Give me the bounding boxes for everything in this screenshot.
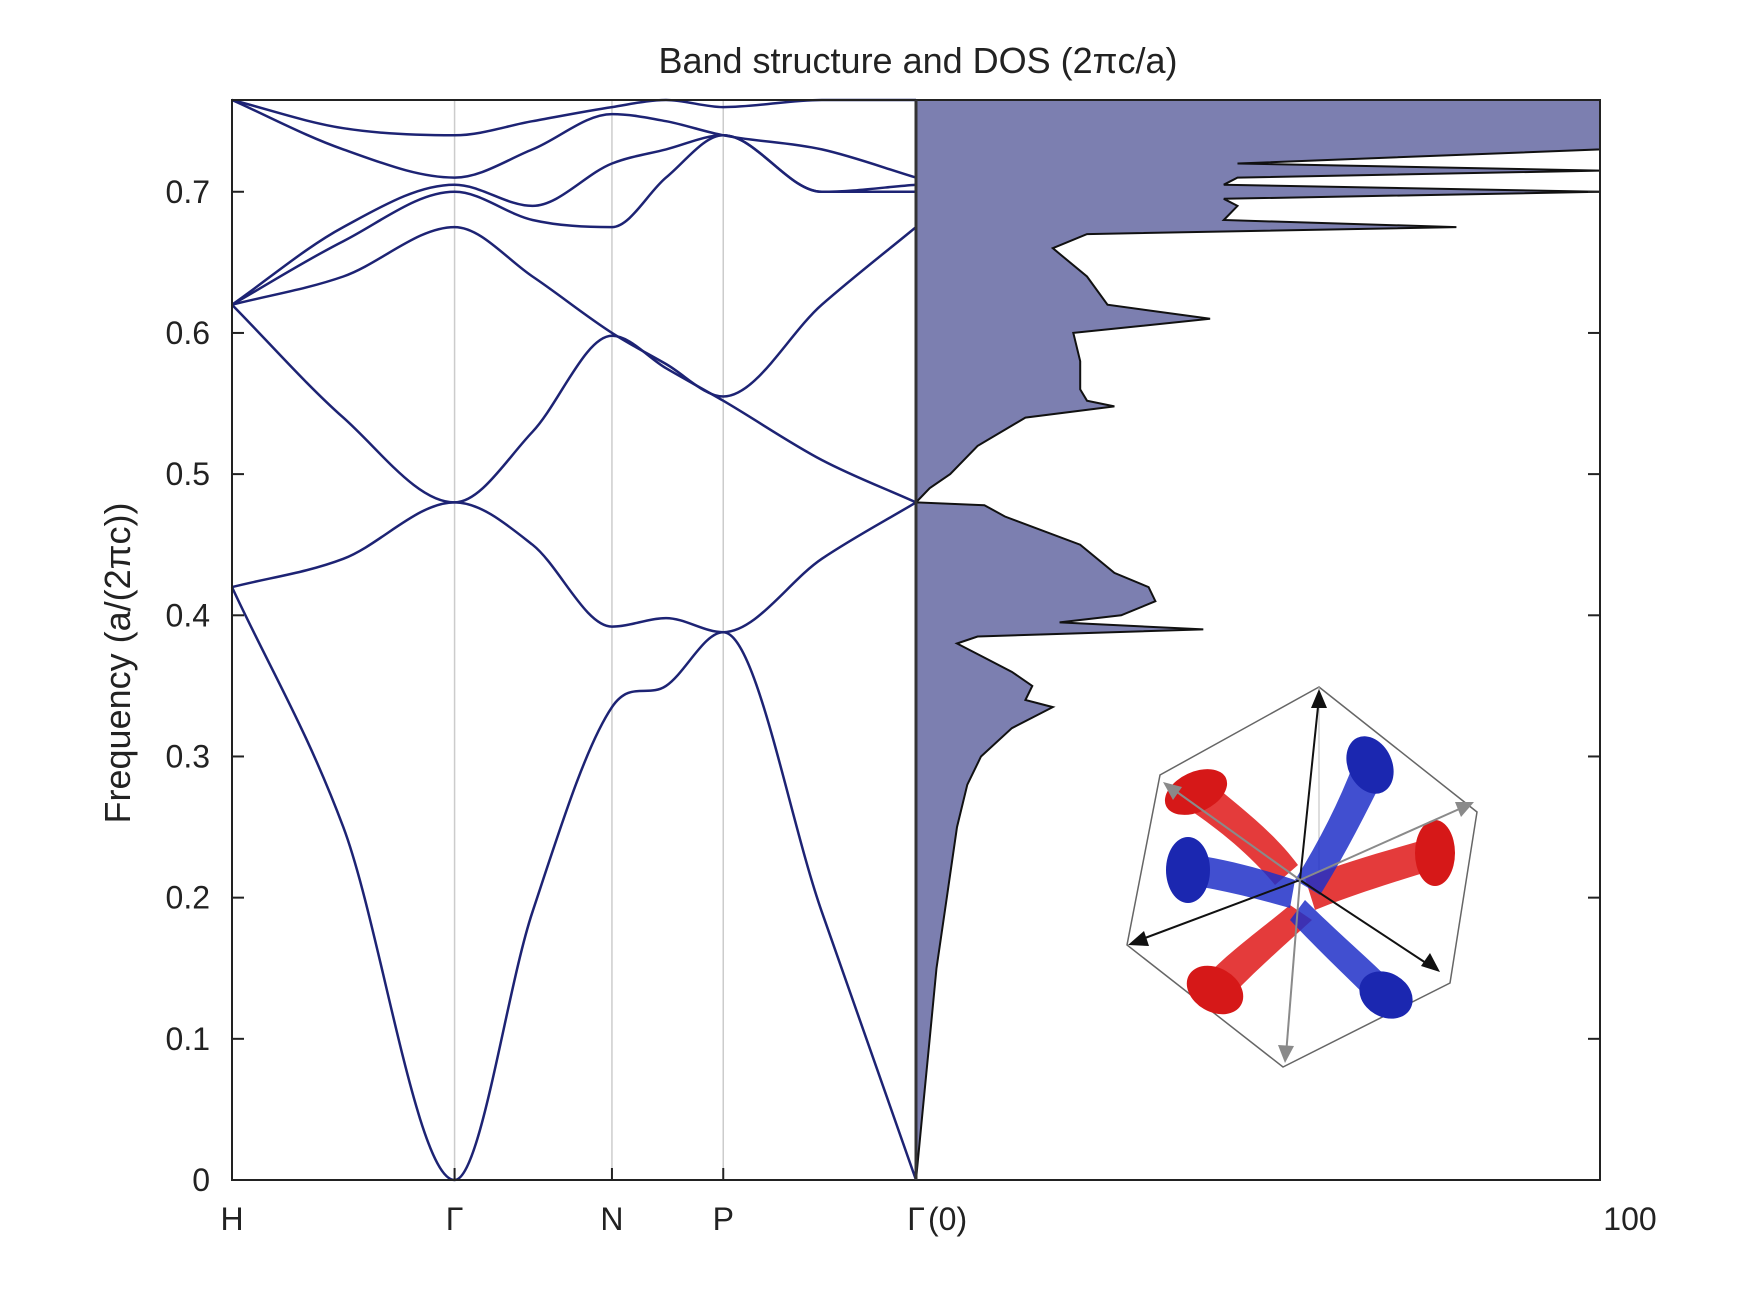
blue-tube-lower <box>1290 900 1413 1019</box>
band-4 <box>231 225 917 398</box>
y-tick-label: 0.1 <box>166 1021 210 1057</box>
y-tick-label: 0.7 <box>166 174 210 210</box>
x-tick-label: Γ <box>907 1201 925 1237</box>
y-tick-label: 0 <box>192 1162 210 1198</box>
basis-arrows <box>1128 689 1474 1063</box>
dos-tick-label: 100 <box>1603 1201 1656 1237</box>
band-7 <box>231 98 917 179</box>
y-tick-label: 0.4 <box>166 597 210 633</box>
band-curves <box>230 98 918 1182</box>
red-tube-right <box>1305 820 1455 910</box>
dos-panel <box>913 99 1601 1181</box>
band-6 <box>231 134 917 306</box>
symmetry-point-lines <box>453 100 724 1180</box>
chart-title: Band structure and DOS (2πc/a) <box>658 40 1177 81</box>
x-tick-label: Γ <box>446 1201 464 1237</box>
x-tick-label: P <box>713 1201 734 1237</box>
x-tick-label: N <box>600 1201 623 1237</box>
y-tick-label: 0.3 <box>166 738 210 774</box>
y-tick-label: 0.5 <box>166 456 210 492</box>
blue-tube-left <box>1166 837 1295 908</box>
red-tube-lower <box>1186 905 1312 1015</box>
y-axis-label: Frequency (a/(2πc)) <box>97 503 138 824</box>
band-2 <box>231 501 917 634</box>
band-8 <box>231 98 916 137</box>
band-1 <box>230 586 918 1182</box>
dos-tick-label: (0) <box>928 1201 967 1237</box>
band-3 <box>231 303 917 504</box>
band-panel <box>230 98 918 1182</box>
blue-tube-upper <box>1295 736 1394 895</box>
dos-area <box>913 99 1601 1181</box>
x-tick-label: H <box>220 1201 243 1237</box>
cell-outline <box>1126 686 1478 1068</box>
unit-cell-inset <box>1126 686 1478 1068</box>
y-tick-label: 0.2 <box>166 880 210 916</box>
y-tick-label: 0.6 <box>166 315 210 351</box>
y-ticks: 0 0.1 0.2 0.3 0.4 0.5 0.6 0.7 <box>166 174 1600 1198</box>
x-ticks: H Γ N P Γ (0) 100 <box>220 1168 1657 1237</box>
